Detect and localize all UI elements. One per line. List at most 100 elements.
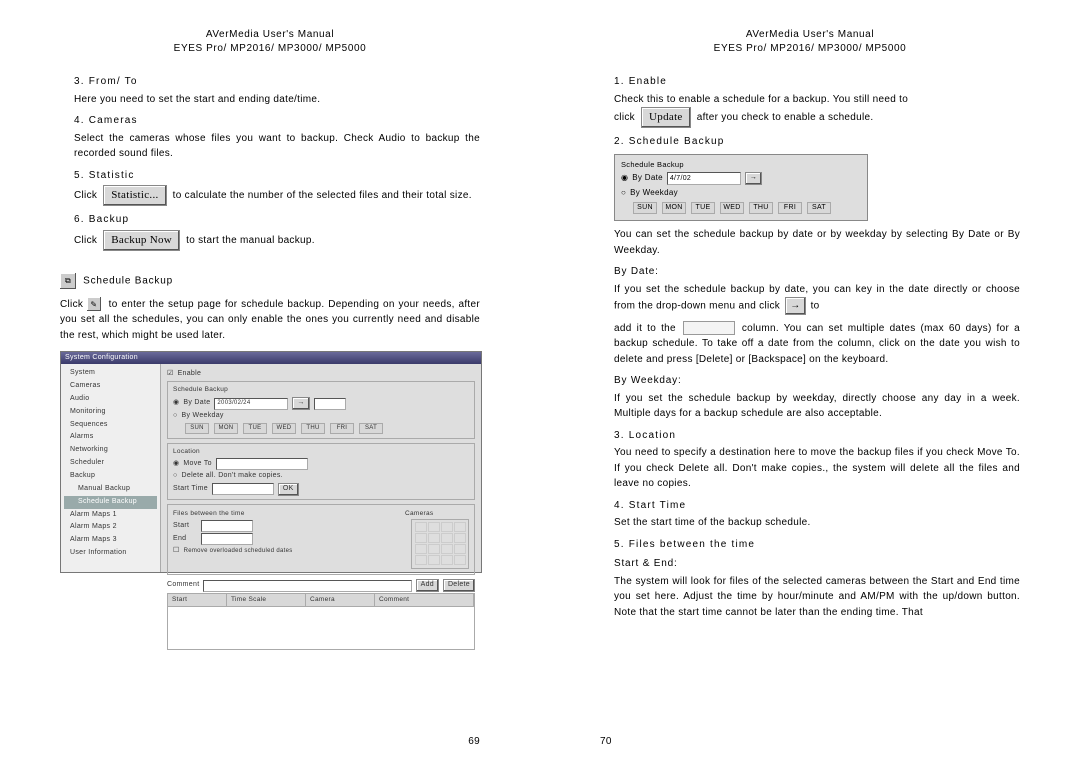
header-line2: EYES Pro/ MP2016/ MP3000/ MP5000 — [60, 42, 480, 56]
col: Camera — [306, 594, 375, 606]
tree-item-selected[interactable]: Schedule Backup — [64, 496, 157, 509]
delete-button[interactable]: Delete — [443, 579, 475, 592]
tree-item[interactable]: Audio — [64, 393, 157, 406]
schedule-backup-title: Schedule Backup — [83, 275, 173, 286]
wk[interactable]: TUE — [243, 423, 267, 434]
post: to enter the setup page for schedule bac… — [60, 299, 480, 341]
add-button[interactable]: Add — [416, 579, 439, 592]
item-enable: 1. Enable — [614, 74, 1020, 90]
wk[interactable]: FRI — [778, 202, 802, 215]
title: From/ To — [89, 76, 138, 87]
title: Enable — [629, 76, 667, 87]
arrow-icon[interactable]: → — [785, 297, 805, 315]
item-cameras: 4. Cameras — [74, 113, 480, 129]
num: 3. — [614, 430, 625, 441]
statistic-button[interactable]: Statistic... — [103, 185, 166, 206]
page-spread: AVerMedia User's Manual EYES Pro/ MP2016… — [0, 0, 1080, 763]
backup-body: Click Backup Now to start the manual bac… — [74, 230, 480, 251]
title: Statistic — [89, 170, 135, 181]
wk[interactable]: THU — [301, 423, 325, 434]
wk[interactable]: SUN — [185, 423, 209, 434]
by-date-body1: If you set the schedule backup by date, … — [614, 282, 1020, 315]
wk[interactable]: FRI — [330, 423, 354, 434]
grp-files: Files between the time Start End ☐Remove… — [167, 504, 475, 575]
mini-schedule-panel: Schedule Backup ◉By Date4/7/02→ ○By Week… — [614, 154, 868, 222]
item-start-time: 4. Start Time — [614, 498, 1020, 514]
window-title: System Configuration — [61, 352, 481, 364]
schedule-page-icon[interactable]: ✎ — [87, 297, 101, 311]
wk[interactable]: MON — [662, 202, 686, 215]
header-line1: AVerMedia User's Manual — [60, 28, 480, 42]
wk[interactable]: WED — [720, 202, 744, 215]
start-label: Start — [173, 521, 197, 532]
tree-item[interactable]: Networking — [64, 444, 157, 457]
page-number: 69 — [468, 734, 480, 750]
pre: Click — [60, 299, 83, 310]
config-screenshot: System Configuration System Cameras Audi… — [60, 351, 482, 573]
start-field[interactable] — [201, 520, 253, 532]
arrow-btn[interactable]: → — [745, 172, 762, 185]
tree-item[interactable]: Monitoring — [64, 406, 157, 419]
start-end-heading: Start & End: — [614, 556, 1020, 572]
start-time-label: Start Time — [173, 484, 208, 495]
wk[interactable]: SAT — [359, 423, 383, 434]
comment-row: Comment Add Delete — [167, 579, 475, 592]
page-right: AVerMedia User's Manual EYES Pro/ MP2016… — [540, 0, 1080, 763]
num: 5. — [74, 170, 85, 181]
tree-item[interactable]: Sequences — [64, 419, 157, 432]
tree-item[interactable]: System — [64, 367, 157, 380]
tree-item[interactable]: Alarms — [64, 431, 157, 444]
tree-item[interactable]: Backup — [64, 470, 157, 483]
wk[interactable]: THU — [749, 202, 773, 215]
wk[interactable]: MON — [214, 423, 238, 434]
tree-item[interactable]: Alarm Maps 2 — [64, 521, 157, 534]
delete-all-radio[interactable]: Delete all. Don't make copies. — [182, 471, 283, 482]
date-list[interactable] — [314, 398, 346, 410]
tree-item[interactable]: Alarm Maps 1 — [64, 509, 157, 522]
by-date-radio[interactable]: By Date — [183, 398, 210, 409]
path-field[interactable] — [216, 458, 308, 470]
tree-item[interactable]: Alarm Maps 3 — [64, 534, 157, 547]
item-location: 3. Location — [614, 428, 1020, 444]
page-left: AVerMedia User's Manual EYES Pro/ MP2016… — [0, 0, 540, 763]
wk[interactable]: WED — [272, 423, 296, 434]
header-left: AVerMedia User's Manual EYES Pro/ MP2016… — [60, 28, 480, 56]
enable-check[interactable]: Enable — [178, 369, 202, 380]
enable-body: Check this to enable a schedule for a ba… — [614, 92, 1020, 129]
wk[interactable]: SUN — [633, 202, 657, 215]
item-schedule-backup: 2. Schedule Backup — [614, 134, 1020, 150]
ok-button[interactable]: OK — [278, 483, 299, 496]
end-field[interactable] — [201, 533, 253, 545]
grp-schedule: Schedule Backup ◉By Date2003/02/24→ ○By … — [167, 381, 475, 439]
list-body[interactable] — [167, 607, 475, 650]
by-weekday-radio[interactable]: By Weekday — [630, 187, 678, 199]
tree-item[interactable]: Scheduler — [64, 457, 157, 470]
remove-check[interactable]: Remove overloaded scheduled dates — [184, 547, 293, 556]
date-field[interactable]: 4/7/02 — [667, 172, 741, 185]
comment-field[interactable] — [203, 580, 411, 592]
wk[interactable]: TUE — [691, 202, 715, 215]
update-button[interactable]: Update — [641, 107, 691, 128]
by-weekday-radio[interactable]: By Weekday — [182, 411, 224, 422]
post: to start the manual backup. — [186, 235, 315, 246]
statistic-body: Click Statistic... to calculate the numb… — [74, 185, 480, 206]
start-time-field[interactable] — [212, 483, 274, 495]
cameras-block: Cameras — [405, 509, 469, 570]
grp-title: Location — [173, 447, 469, 457]
tree-item[interactable]: Manual Backup — [64, 483, 157, 496]
by-date-radio[interactable]: By Date — [632, 172, 663, 184]
date-field[interactable]: 2003/02/24 — [214, 398, 288, 410]
move-to-radio[interactable]: Move To — [183, 459, 211, 470]
arrow-btn[interactable]: → — [292, 397, 309, 410]
backup-now-button[interactable]: Backup Now — [103, 230, 180, 251]
by-date-body2: add it to the column. You can set multip… — [614, 321, 1020, 368]
item-statistic: 5. Statistic — [74, 168, 480, 184]
files-between-body: The system will look for files of the se… — [614, 574, 1020, 621]
grp-title: Files between the time — [173, 509, 401, 519]
wk[interactable]: SAT — [807, 202, 831, 215]
tree-item[interactable]: Cameras — [64, 380, 157, 393]
camera-grid[interactable] — [411, 519, 469, 569]
tree-item[interactable]: User Information — [64, 547, 157, 560]
title: Cameras — [89, 115, 138, 126]
num: 5. — [614, 539, 625, 550]
